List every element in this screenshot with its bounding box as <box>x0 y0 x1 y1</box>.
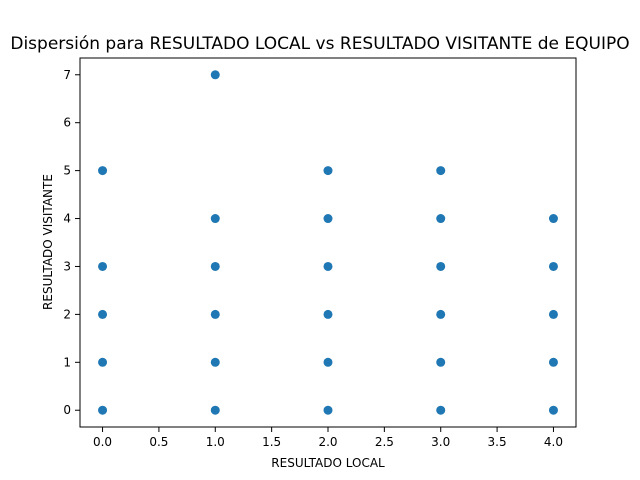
x-tick-label: 1.0 <box>206 435 225 449</box>
y-axis-label: RESULTADO VISITANTE <box>41 174 55 310</box>
scatter-point <box>323 309 333 319</box>
y-tick-label: 1 <box>63 355 71 369</box>
scatter-point <box>98 357 108 367</box>
x-axis-label: RESULTADO LOCAL <box>271 456 385 470</box>
scatter-point <box>436 166 446 176</box>
scatter-point <box>323 166 333 176</box>
y-axis-ticks: 0 1 2 3 4 5 6 7 <box>63 68 80 417</box>
plot-area-frame <box>79 57 577 428</box>
x-tick-label: 3.5 <box>488 435 507 449</box>
scatter-point <box>548 261 558 271</box>
data-points <box>98 70 558 415</box>
scatter-point <box>548 405 558 415</box>
scatter-point <box>436 309 446 319</box>
x-tick-label: 3.0 <box>431 435 450 449</box>
x-tick-label: 2.0 <box>318 435 337 449</box>
y-tick-label: 7 <box>63 68 71 82</box>
scatter-point <box>210 214 220 224</box>
x-tick-label: 0.0 <box>93 435 112 449</box>
y-tick-label: 3 <box>63 259 71 273</box>
scatter-point <box>210 70 220 80</box>
y-tick-label: 6 <box>63 116 71 130</box>
scatter-point <box>210 357 220 367</box>
scatter-point <box>548 309 558 319</box>
scatter-point <box>98 309 108 319</box>
scatter-point <box>548 357 558 367</box>
scatter-point <box>323 405 333 415</box>
scatter-point <box>210 405 220 415</box>
scatter-point <box>548 214 558 224</box>
scatter-point <box>436 357 446 367</box>
x-tick-label: 1.5 <box>262 435 281 449</box>
scatter-point <box>323 357 333 367</box>
scatter-point <box>98 166 108 176</box>
scatter-point <box>98 405 108 415</box>
x-tick-label: 4.0 <box>544 435 563 449</box>
chart-title: Dispersión para RESULTADO LOCAL vs RESUL… <box>10 34 629 54</box>
scatter-point <box>98 261 108 271</box>
scatter-point <box>436 405 446 415</box>
x-tick-label: 2.5 <box>375 435 394 449</box>
scatter-point <box>436 261 446 271</box>
scatter-point <box>210 261 220 271</box>
scatter-point <box>210 309 220 319</box>
y-tick-label: 2 <box>63 307 71 321</box>
scatter-point <box>323 261 333 271</box>
y-tick-label: 5 <box>63 164 71 178</box>
scatter-point <box>436 214 446 224</box>
x-axis-ticks: 0.0 0.5 1.0 1.5 2.0 2.5 3.0 3.5 4.0 <box>93 427 563 449</box>
scatter-point <box>323 214 333 224</box>
y-tick-label: 0 <box>63 403 71 417</box>
x-tick-label: 0.5 <box>149 435 168 449</box>
y-tick-label: 4 <box>63 212 71 226</box>
